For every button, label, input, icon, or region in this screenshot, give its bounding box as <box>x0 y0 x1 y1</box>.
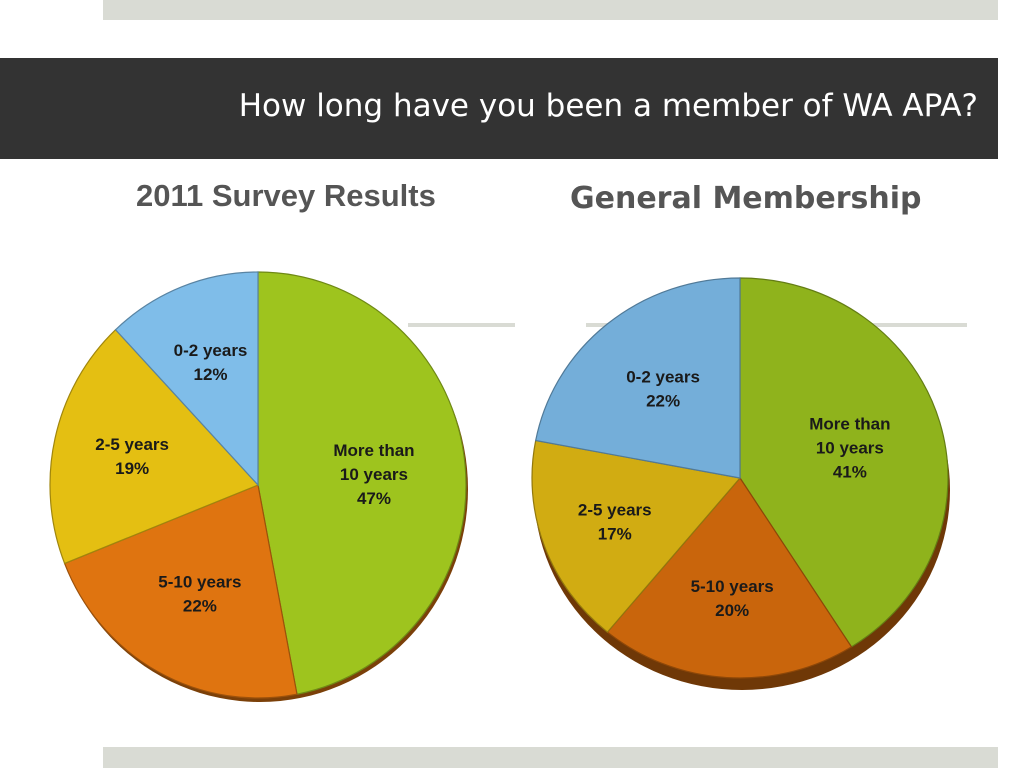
survey-slice-2-5-years <box>49 328 260 565</box>
survey-chart-title: 2011 Survey Results <box>136 178 436 213</box>
membership-slice-2-5-years <box>531 439 742 633</box>
bottom-accent-strip <box>103 747 998 768</box>
survey-label-more-than-10-years: More than 10 years 47% <box>333 441 414 508</box>
membership-slice-more-than-10-years <box>739 277 949 648</box>
title-bar <box>0 58 998 159</box>
top-accent-strip <box>103 0 998 20</box>
membership-slice-5-10-years <box>606 477 853 679</box>
membership-pie-chart: More than 10 years 41% 5-10 years 20% 2-5 yea… <box>531 277 950 690</box>
membership-slice-0-2-years <box>534 277 741 479</box>
survey-label-2-5-years: 2-5 years 19% <box>95 435 169 478</box>
membership-chart-title: General Membership <box>570 181 922 216</box>
membership-label-more-than-10-years: More than 10 years 41% <box>809 414 890 481</box>
survey-slice-5-10-years <box>63 484 298 699</box>
survey-slice-0-2-years <box>114 271 259 487</box>
membership-label-5-10-years: 5-10 years 20% <box>691 577 774 620</box>
survey-pie-chart: More than 10 years 47% 5-10 years 22% 2-5 yea… <box>49 271 468 702</box>
membership-label-0-2-years: 0-2 years 22% <box>626 368 700 411</box>
membership-label-2-5-years: 2-5 years 17% <box>578 500 652 543</box>
survey-slice-more-than-10-years <box>257 271 467 695</box>
slide-title: How long have you been a member of WA AP… <box>238 88 978 124</box>
survey-label-5-10-years: 5-10 years 22% <box>158 572 241 615</box>
divider-rule-left <box>408 323 515 327</box>
survey-label-0-2-years: 0-2 years 12% <box>174 341 248 384</box>
